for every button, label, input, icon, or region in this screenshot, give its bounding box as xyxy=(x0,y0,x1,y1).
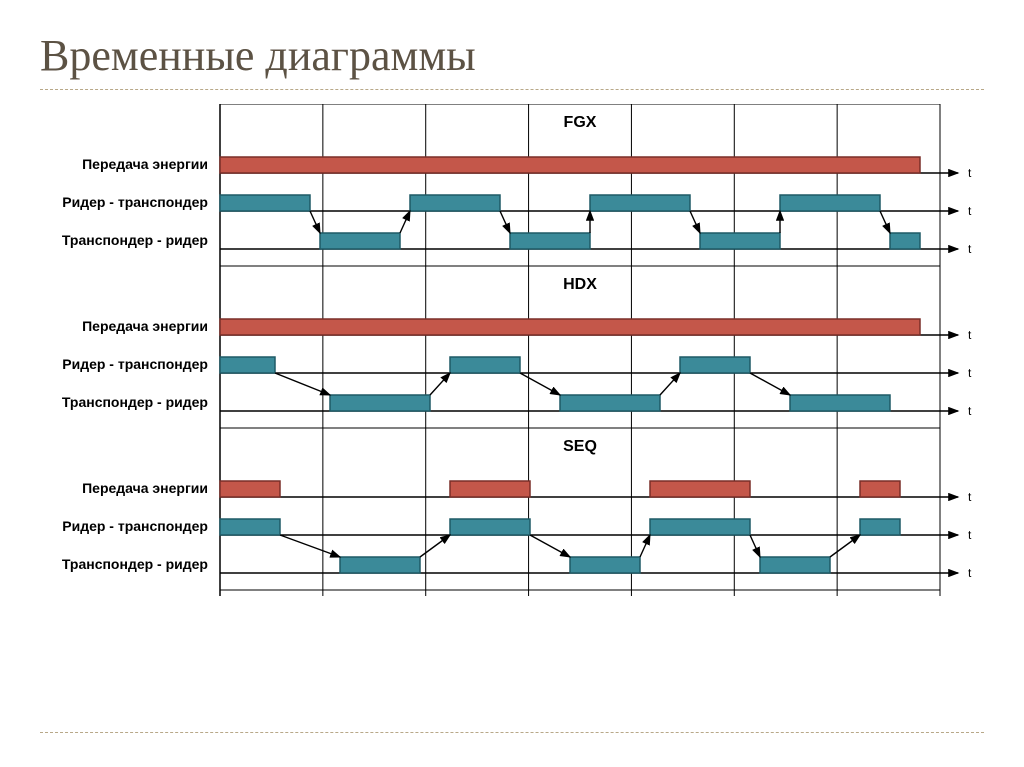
svg-text:HDX: HDX xyxy=(563,276,597,293)
svg-text:Ридер - транспондер: Ридер - транспондер xyxy=(62,356,208,372)
svg-text:Транспондер - ридер: Транспондер - ридер xyxy=(62,394,208,410)
svg-text:t: t xyxy=(968,528,972,542)
svg-text:t: t xyxy=(968,366,972,380)
svg-text:Передача энергии: Передача энергии xyxy=(82,156,208,172)
title-divider xyxy=(40,89,984,90)
svg-text:SEQ: SEQ xyxy=(563,438,597,455)
bottom-divider xyxy=(40,732,984,733)
svg-text:t: t xyxy=(968,242,972,256)
svg-text:Передача энергии: Передача энергии xyxy=(82,318,208,334)
svg-text:t: t xyxy=(968,490,972,504)
svg-text:Транспондер - ридер: Транспондер - ридер xyxy=(62,232,208,248)
svg-text:t: t xyxy=(968,404,972,418)
svg-text:Ридер - транспондер: Ридер - транспондер xyxy=(62,194,208,210)
page-title: Временные диаграммы xyxy=(40,30,984,81)
svg-text:t: t xyxy=(968,204,972,218)
svg-text:Передача энергии: Передача энергии xyxy=(82,480,208,496)
svg-text:FGX: FGX xyxy=(564,114,597,131)
timing-chart: FGX Передача энергии t Ридер - транспондер t… xyxy=(40,104,984,704)
svg-text:t: t xyxy=(968,166,972,180)
svg-text:Транспондер - ридер: Транспондер - ридер xyxy=(62,556,208,572)
svg-text:t: t xyxy=(968,566,972,580)
svg-text:Ридер - транспондер: Ридер - транспондер xyxy=(62,518,208,534)
svg-text:t: t xyxy=(968,328,972,342)
